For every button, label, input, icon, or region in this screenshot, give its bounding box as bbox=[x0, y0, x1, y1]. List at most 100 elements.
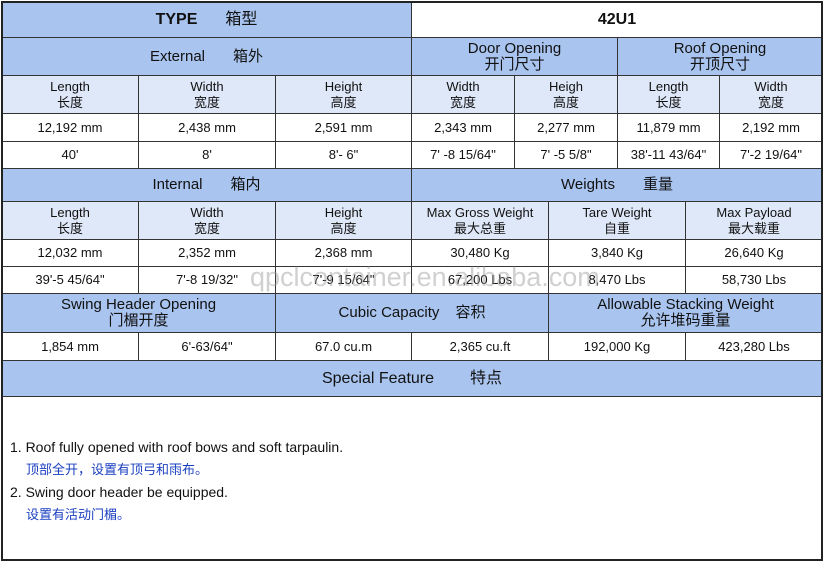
door-opening-title: Door Opening bbox=[467, 39, 562, 57]
value-cell: 2,277 mm bbox=[515, 114, 618, 142]
header-zh: 高度 bbox=[330, 220, 357, 236]
header-zh: 自重 bbox=[603, 220, 630, 236]
feature-item: 1. Roof fully opened with roof bows and … bbox=[10, 436, 343, 481]
header-zh: 宽度 bbox=[757, 94, 784, 110]
door-opening-header: Door Opening 开门尺寸 bbox=[412, 38, 618, 76]
stacking-weight-header: Allowable Stacking Weight 允许堆码重量 bbox=[549, 294, 823, 333]
value-cell: 2,343 mm bbox=[412, 114, 515, 142]
header-zh: 宽度 bbox=[193, 220, 220, 236]
value-cell: 7' -5 5/8" bbox=[515, 142, 618, 169]
header-zh: 长度 bbox=[56, 220, 83, 236]
value-cell: 2,352 mm bbox=[139, 240, 276, 267]
feature-item: 2. Swing door header be equipped. 设置有活动门… bbox=[10, 481, 343, 526]
value-cell: 192,000 Kg bbox=[549, 333, 686, 361]
feature-text-en: 2. Swing door header be equipped. bbox=[10, 484, 228, 500]
type-value: 42U1 bbox=[597, 10, 637, 28]
header-en: Max Payload bbox=[716, 204, 792, 220]
column-header: Length 长度 bbox=[618, 76, 720, 114]
internal-title: Internal bbox=[152, 176, 203, 193]
special-feature-header: Special Feature 特点 bbox=[2, 361, 823, 397]
header-zh: 长度 bbox=[56, 94, 83, 110]
special-feature-list: 1. Roof fully opened with roof bows and … bbox=[10, 436, 343, 526]
column-header: Tare Weight 自重 bbox=[549, 202, 686, 240]
weights-title-zh: 重量 bbox=[642, 176, 673, 193]
value-cell: 39'-5 45/64" bbox=[2, 267, 139, 294]
type-label: TYPE bbox=[155, 10, 198, 28]
column-header: Height 高度 bbox=[276, 76, 412, 114]
value-cell: 2,438 mm bbox=[139, 114, 276, 142]
value-cell: 7'-9 15/64" bbox=[276, 267, 412, 294]
value-cell: 8,470 Lbs bbox=[549, 267, 686, 294]
column-header: Heigh 高度 bbox=[515, 76, 618, 114]
value-cell: 6'-63/64" bbox=[139, 333, 276, 361]
value-cell: 40' bbox=[2, 142, 139, 169]
value-cell: 7'-8 19/32" bbox=[139, 267, 276, 294]
value-cell: 11,879 mm bbox=[618, 114, 720, 142]
header-zh: 长度 bbox=[655, 94, 682, 110]
swing-header-title-zh: 门楣开度 bbox=[108, 312, 169, 329]
external-title-zh: 箱外 bbox=[233, 47, 264, 65]
value-cell: 3,840 Kg bbox=[549, 240, 686, 267]
column-header: Width 宽度 bbox=[412, 76, 515, 114]
header-zh: 最大载重 bbox=[727, 220, 780, 236]
feature-text-zh: 顶部全开，设置有顶弓和雨布。 bbox=[26, 461, 209, 477]
special-feature-title: Special Feature bbox=[321, 369, 435, 387]
column-header: Length 长度 bbox=[2, 76, 139, 114]
value-cell: 12,032 mm bbox=[2, 240, 139, 267]
header-en: Height bbox=[324, 204, 363, 220]
header-en: Tare Weight bbox=[582, 204, 652, 220]
header-zh: 高度 bbox=[552, 94, 579, 110]
value-cell: 26,640 Kg bbox=[686, 240, 823, 267]
column-header: Length 长度 bbox=[2, 202, 139, 240]
feature-text-en: 1. Roof fully opened with roof bows and … bbox=[10, 439, 344, 455]
header-zh: 最大总重 bbox=[453, 220, 506, 236]
value-cell: 30,480 Kg bbox=[412, 240, 549, 267]
column-header: Max Payload 最大载重 bbox=[686, 202, 823, 240]
internal-title-zh: 箱内 bbox=[230, 176, 261, 193]
feature-text-zh: 设置有活动门楣。 bbox=[26, 506, 131, 522]
type-value-cell: 42U1 bbox=[412, 2, 823, 38]
header-en: Heigh bbox=[549, 78, 583, 94]
cubic-capacity-title: Cubic Capacity bbox=[338, 304, 440, 321]
value-cell: 8' bbox=[139, 142, 276, 169]
value-cell: 1,854 mm bbox=[2, 333, 139, 361]
value-cell: 8'- 6" bbox=[276, 142, 412, 169]
header-en: Width bbox=[190, 78, 224, 94]
cubic-capacity-header: Cubic Capacity 容积 bbox=[276, 294, 549, 333]
value-cell: 67.0 cu.m bbox=[276, 333, 412, 361]
value-cell: 67,200 Lbs bbox=[412, 267, 549, 294]
value-cell: 2,365 cu.ft bbox=[412, 333, 549, 361]
value-cell: 2,591 mm bbox=[276, 114, 412, 142]
column-header: Height 高度 bbox=[276, 202, 412, 240]
header-en: Length bbox=[648, 78, 689, 94]
value-cell: 2,368 mm bbox=[276, 240, 412, 267]
stacking-title-zh: 允许堆码重量 bbox=[640, 312, 731, 329]
value-cell: 7' -8 15/64" bbox=[412, 142, 515, 169]
header-en: Width bbox=[190, 204, 224, 220]
value-cell: 12,192 mm bbox=[2, 114, 139, 142]
door-opening-title-zh: 开门尺寸 bbox=[484, 55, 545, 73]
value-cell: 58,730 Lbs bbox=[686, 267, 823, 294]
roof-opening-title-zh: 开顶尺寸 bbox=[689, 55, 750, 73]
external-title: External bbox=[149, 47, 205, 65]
special-feature-title-zh: 特点 bbox=[470, 369, 503, 387]
value-cell: 423,280 Lbs bbox=[686, 333, 823, 361]
swing-header-title: Swing Header Opening bbox=[60, 296, 217, 313]
external-header: External 箱外 bbox=[2, 38, 412, 76]
weights-title: Weights bbox=[561, 176, 615, 193]
type-label-cell: TYPE 箱型 bbox=[2, 2, 412, 38]
header-en: Width bbox=[754, 78, 788, 94]
weights-header: Weights 重量 bbox=[412, 169, 823, 202]
stacking-title: Allowable Stacking Weight bbox=[597, 296, 774, 313]
swing-header-opening-header: Swing Header Opening 门楣开度 bbox=[2, 294, 276, 333]
header-en: Length bbox=[50, 204, 90, 220]
internal-header: Internal 箱内 bbox=[2, 169, 412, 202]
column-header: Width 宽度 bbox=[720, 76, 823, 114]
header-en: Max Gross Weight bbox=[426, 204, 534, 220]
header-zh: 宽度 bbox=[449, 94, 476, 110]
cubic-capacity-title-zh: 容积 bbox=[455, 304, 486, 321]
header-zh: 高度 bbox=[330, 94, 357, 110]
value-cell: 2,192 mm bbox=[720, 114, 823, 142]
column-header: Width 宽度 bbox=[139, 76, 276, 114]
roof-opening-title: Roof Opening bbox=[673, 39, 767, 57]
